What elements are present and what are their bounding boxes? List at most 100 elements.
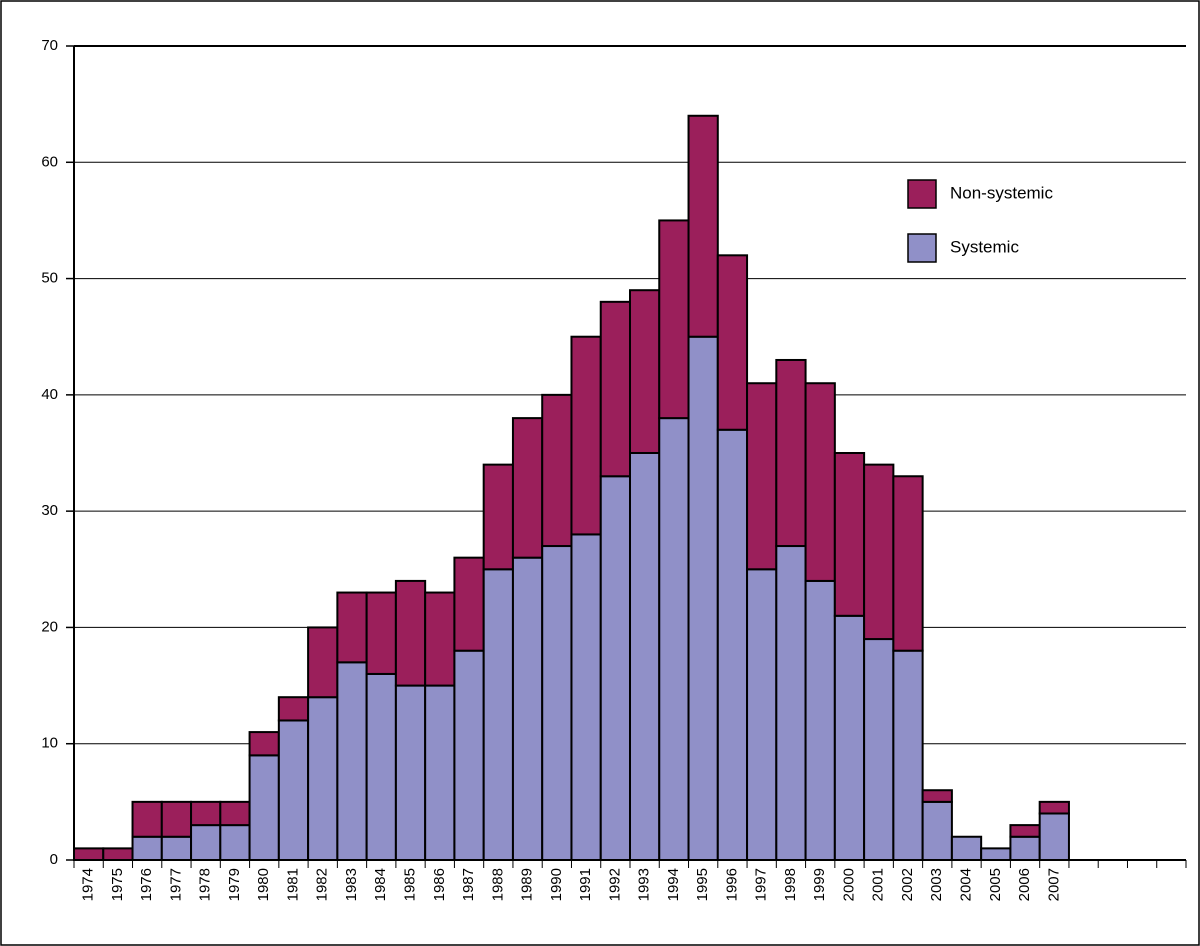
x-tick-label: 1978 (197, 868, 214, 901)
bar-segment (190, 800, 222, 827)
bar-segment (541, 545, 573, 861)
x-tick-label: 2001 (870, 868, 887, 901)
bar-segment (746, 382, 778, 571)
x-tick-label: 1986 (431, 868, 448, 901)
bar-segment (1038, 812, 1070, 862)
bar-segment (190, 824, 222, 861)
x-tick-label: 1999 (811, 868, 828, 901)
bar-segment (307, 626, 339, 699)
bar-segment (131, 800, 163, 838)
bar-segment (1038, 800, 1070, 815)
bar-segment (219, 824, 251, 861)
bar-segment (219, 800, 251, 827)
x-tick-label: 1985 (401, 868, 418, 901)
y-tick-label: 70 (41, 37, 58, 54)
bar-segment (424, 591, 456, 687)
x-tick-label: 2005 (987, 868, 1004, 901)
bar-segment (980, 847, 1012, 861)
x-tick-label: 1976 (138, 868, 155, 901)
bar-segment (365, 591, 397, 675)
bar-segment (277, 719, 310, 862)
bar-segment (424, 684, 456, 861)
bar-segment (1009, 835, 1041, 862)
bar-segment (131, 835, 163, 862)
bar-segment (804, 382, 836, 582)
bar-segment (892, 475, 924, 652)
y-tick-label: 50 (41, 270, 58, 287)
y-tick-label: 40 (41, 386, 58, 403)
bar-segment (1009, 824, 1041, 838)
y-tick-label: 30 (41, 502, 58, 519)
bar-segment (658, 417, 690, 861)
bar-segment (277, 696, 310, 722)
x-tick-label: 2006 (1016, 868, 1033, 901)
bar-segment (453, 556, 485, 652)
bar-segment (511, 556, 544, 862)
x-tick-label: 2004 (957, 868, 974, 901)
bar-segment (687, 335, 719, 861)
legend-label: Non-systemic (950, 183, 1053, 202)
bar-segment (599, 475, 631, 861)
bar-segment (570, 335, 602, 536)
x-tick-label: 1979 (226, 868, 243, 901)
bar-segment (629, 289, 661, 455)
bar-segment (687, 114, 719, 338)
x-tick-label: 1989 (519, 868, 536, 901)
x-tick-label: 2003 (928, 868, 945, 901)
x-tick-label: 1975 (109, 868, 126, 901)
x-tick-label: 1983 (343, 868, 360, 901)
bar-segment (160, 800, 193, 838)
bar-segment (102, 847, 134, 861)
bar-segment (629, 452, 661, 861)
x-tick-label: 1982 (314, 868, 331, 901)
bar-segment (716, 254, 749, 431)
y-tick-label: 10 (41, 735, 58, 752)
x-tick-label: 1993 (636, 868, 653, 901)
bar-segment (365, 672, 397, 862)
x-tick-label: 1995 (694, 868, 711, 901)
legend-swatch (907, 233, 937, 263)
bar-segment (394, 579, 427, 687)
bar-segment (746, 568, 778, 861)
x-tick-label: 1998 (782, 868, 799, 901)
bar-segment (541, 393, 573, 548)
bar-segment (511, 417, 544, 559)
x-tick-label: 1987 (460, 868, 477, 901)
legend-swatch (907, 179, 937, 209)
bar-segment (453, 649, 485, 862)
bar-segment (336, 591, 368, 664)
bar-segment (921, 789, 953, 803)
bar-segment (307, 696, 339, 862)
bar-segment (775, 358, 807, 548)
bar-segment (336, 661, 368, 861)
legend-label: Systemic (950, 237, 1019, 256)
bar-segment (863, 463, 895, 641)
bar-segment (658, 219, 690, 420)
bar-segment (248, 754, 280, 861)
bar-segment (833, 614, 866, 861)
x-tick-label: 1991 (577, 868, 594, 901)
bar-segment (73, 847, 105, 861)
bar-segment (833, 452, 866, 617)
y-tick-label: 20 (41, 618, 58, 635)
x-tick-label: 1980 (255, 868, 272, 901)
bar-segment (950, 835, 983, 862)
bar-segment (394, 684, 427, 861)
bar-segment (160, 835, 193, 862)
x-tick-label: 1977 (167, 868, 184, 901)
x-tick-label: 1994 (665, 868, 682, 901)
x-tick-label: 1996 (723, 868, 740, 901)
bar-segment (921, 800, 953, 861)
bar-segment (892, 649, 924, 862)
y-tick-label: 60 (41, 153, 58, 170)
x-tick-label: 1984 (372, 868, 389, 901)
x-tick-label: 1988 (489, 868, 506, 901)
x-tick-label: 1997 (753, 868, 770, 901)
x-tick-label: 1990 (548, 868, 565, 901)
bar-segment (804, 579, 836, 862)
x-tick-label: 2000 (840, 868, 857, 901)
bar-segment (863, 638, 895, 861)
bar-segment (716, 428, 749, 861)
x-tick-label: 1992 (606, 868, 623, 901)
